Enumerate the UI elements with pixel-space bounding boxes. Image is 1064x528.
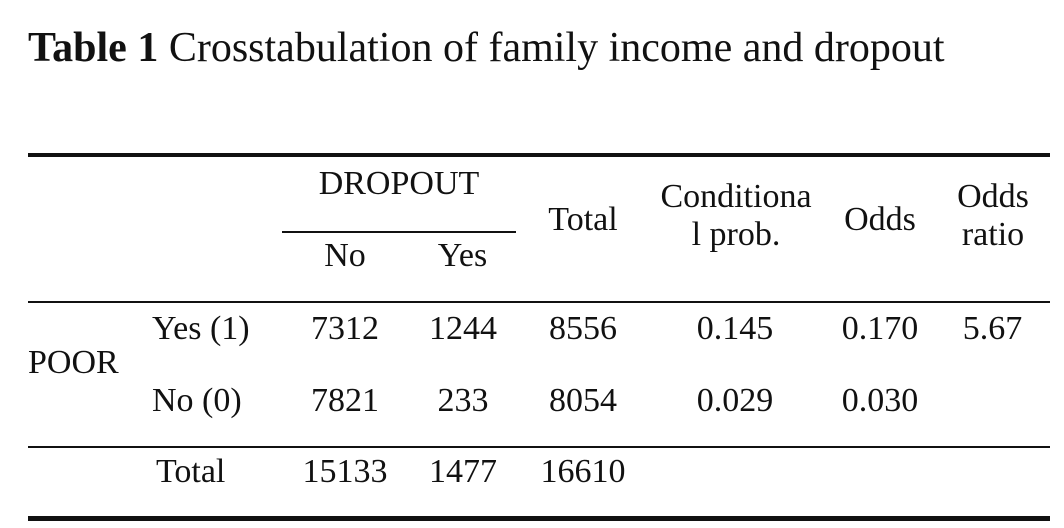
- cell-yes: 233: [437, 382, 489, 419]
- row-label: Yes (1): [152, 310, 250, 347]
- totals-label: Total: [156, 453, 226, 490]
- header-bottom-rule: [28, 301, 1050, 303]
- cell-no: 7312: [311, 310, 379, 347]
- header-conditional-prob: Conditiona l prob.: [640, 178, 832, 254]
- cell-odds: 0.030: [841, 382, 919, 419]
- header-yes: Yes: [437, 237, 488, 274]
- header-conditional-prob-line1: Conditiona: [660, 178, 812, 215]
- totals-yes: 1477: [429, 453, 497, 490]
- cell-total: 8556: [549, 310, 617, 347]
- header-total: Total: [548, 201, 618, 238]
- bottom-rule: [28, 516, 1050, 521]
- header-no: No: [324, 237, 366, 274]
- header-odds-ratio: Odds ratio: [938, 178, 1048, 254]
- cell-yes: 1244: [429, 310, 497, 347]
- cell-odds: 0.170: [841, 310, 919, 347]
- cell-no: 7821: [311, 382, 379, 419]
- top-rule: [28, 153, 1050, 157]
- totals-top-rule: [28, 446, 1050, 448]
- header-conditional-prob-line2: l prob.: [691, 216, 781, 253]
- header-dropout: DROPOUT: [318, 165, 480, 202]
- cell-conditional-prob: 0.029: [696, 382, 774, 419]
- header-odds-ratio-line1: Odds: [957, 178, 1029, 215]
- table-caption: Table 1 Crosstabulation of family income…: [28, 22, 1038, 74]
- header-odds-ratio-line2: ratio: [961, 216, 1025, 253]
- row-group-poor: POOR: [28, 344, 119, 381]
- dropout-underline: [282, 231, 516, 233]
- totals-no: 15133: [302, 453, 388, 490]
- row-label: No (0): [152, 382, 242, 419]
- cell-odds-ratio: 5.67: [962, 310, 1023, 347]
- cell-total: 8054: [549, 382, 617, 419]
- totals-total: 16610: [540, 453, 626, 490]
- header-odds: Odds: [844, 201, 916, 238]
- table-title: Crosstabulation of family income and dro…: [158, 25, 945, 71]
- cell-conditional-prob: 0.145: [696, 310, 774, 347]
- table-number: Table 1: [28, 25, 159, 71]
